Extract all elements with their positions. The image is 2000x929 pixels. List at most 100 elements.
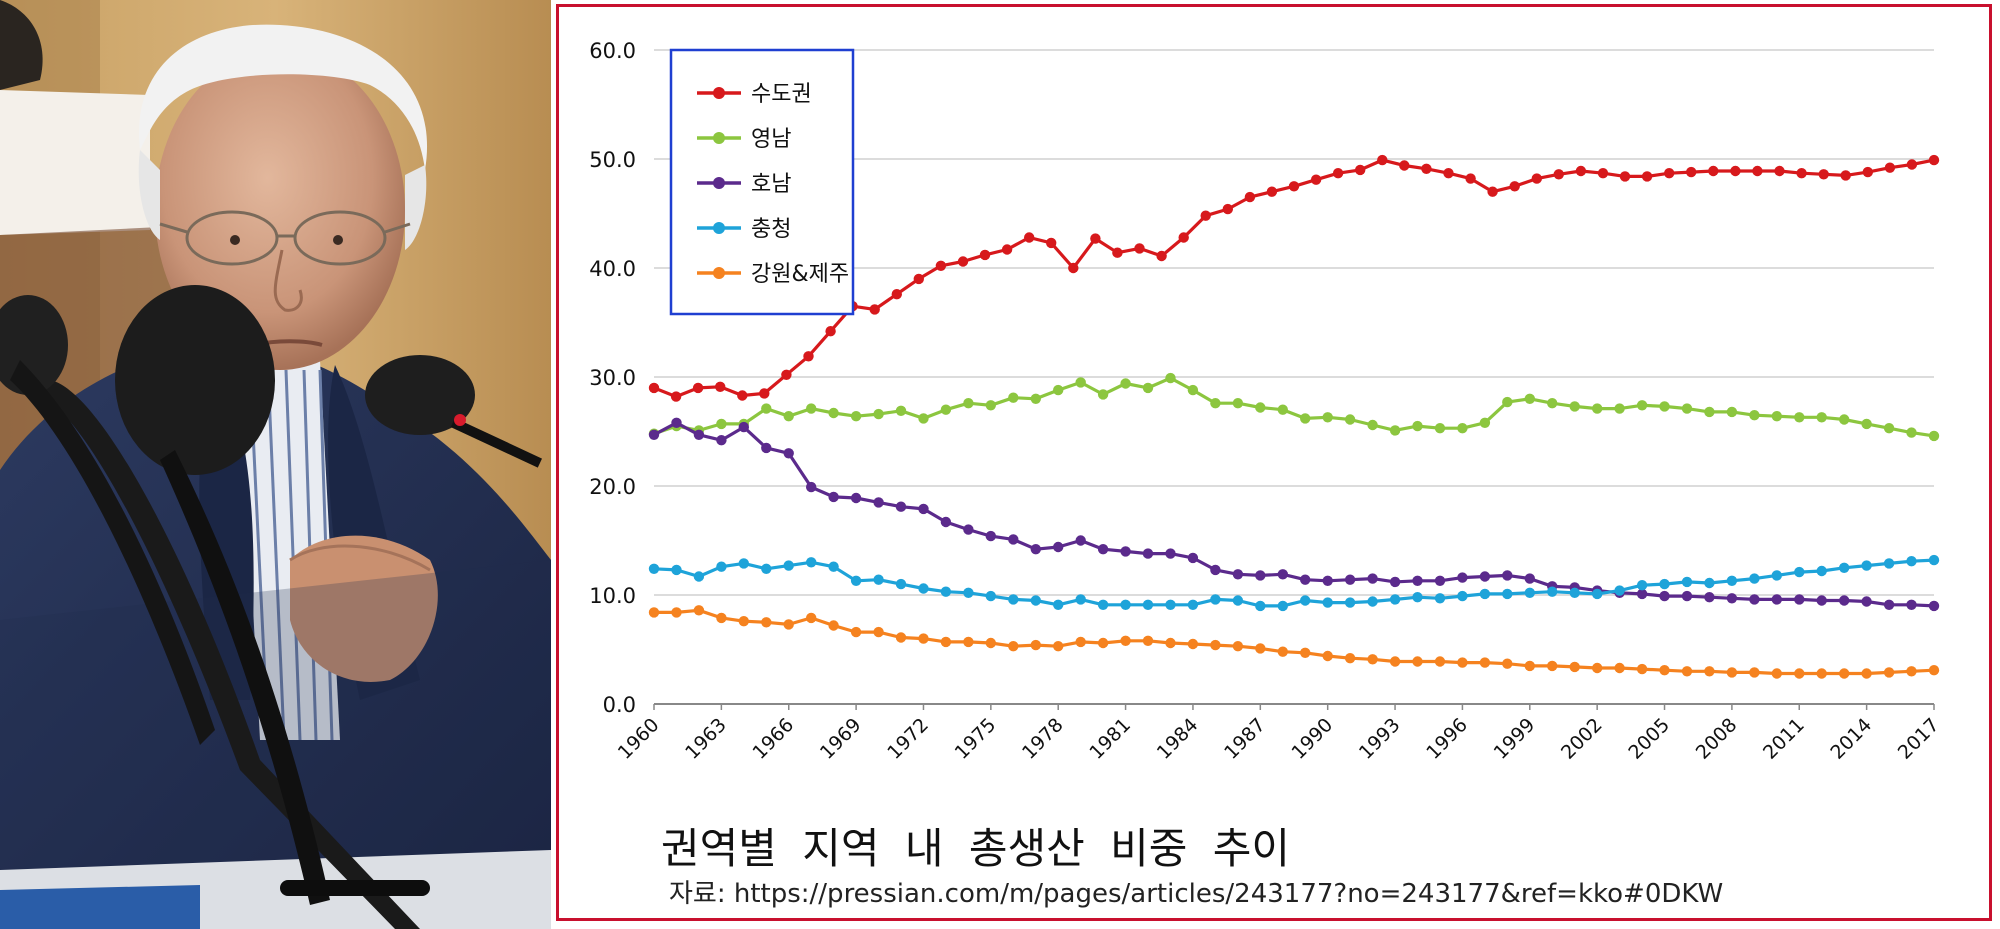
legend-swatch-marker bbox=[713, 132, 725, 144]
data-point bbox=[1906, 159, 1918, 170]
series-영남 bbox=[648, 372, 1940, 442]
data-point bbox=[1862, 166, 1874, 178]
data-point bbox=[1255, 402, 1266, 413]
data-point bbox=[1120, 599, 1131, 610]
data-point bbox=[850, 492, 862, 504]
data-point bbox=[1839, 562, 1850, 573]
data-point bbox=[1300, 595, 1311, 606]
data-point bbox=[1457, 572, 1468, 583]
data-point bbox=[1524, 573, 1535, 584]
data-point bbox=[1344, 653, 1356, 664]
data-point bbox=[1367, 596, 1378, 607]
x-tick-label: 1996 bbox=[1422, 714, 1472, 764]
data-point bbox=[873, 626, 884, 638]
x-tick-label: 1984 bbox=[1153, 714, 1203, 764]
data-point bbox=[1708, 165, 1719, 177]
data-point bbox=[1232, 398, 1244, 409]
data-point bbox=[1547, 398, 1558, 409]
data-point bbox=[985, 530, 996, 542]
data-point bbox=[1332, 168, 1344, 179]
data-point bbox=[1288, 181, 1300, 192]
data-point bbox=[1389, 656, 1401, 667]
data-point bbox=[1008, 594, 1019, 605]
grid-lines bbox=[654, 49, 1934, 705]
data-point bbox=[1479, 588, 1491, 600]
data-point bbox=[1861, 668, 1872, 679]
line-chart: 0.0 10.0 20.0 30.0 40.0 50.0 60.0 1960 1963 1966… bbox=[589, 39, 1944, 764]
data-point bbox=[1614, 585, 1625, 596]
data-point bbox=[1636, 580, 1648, 591]
x-tick-label: 2014 bbox=[1826, 714, 1876, 764]
data-point bbox=[1399, 160, 1410, 171]
data-point bbox=[1255, 643, 1266, 654]
data-point bbox=[963, 636, 974, 648]
data-point bbox=[1906, 427, 1917, 438]
data-point bbox=[1457, 657, 1468, 668]
x-tick-label: 1960 bbox=[614, 714, 664, 764]
data-point bbox=[806, 481, 817, 493]
data-point bbox=[1906, 599, 1917, 610]
data-point bbox=[1704, 577, 1715, 589]
x-tick-label: 1978 bbox=[1018, 714, 1068, 764]
person-at-microphone-photo bbox=[0, 0, 551, 929]
data-point bbox=[1659, 578, 1670, 590]
data-point bbox=[1659, 401, 1670, 412]
data-point bbox=[1771, 594, 1783, 605]
data-point bbox=[1614, 403, 1625, 414]
data-point bbox=[1210, 398, 1221, 409]
legend-label: 영남 bbox=[751, 127, 791, 152]
data-point bbox=[979, 249, 991, 261]
data-point bbox=[1165, 599, 1176, 610]
data-point bbox=[1479, 571, 1491, 582]
data-point bbox=[1300, 413, 1311, 424]
series-line bbox=[654, 608, 1935, 676]
data-point bbox=[1928, 430, 1940, 442]
data-point bbox=[1255, 600, 1266, 612]
legend-item: 영남 bbox=[697, 127, 791, 152]
data-point bbox=[1053, 599, 1064, 610]
data-point bbox=[1008, 641, 1019, 652]
data-point bbox=[1502, 396, 1513, 408]
data-point bbox=[1457, 423, 1468, 434]
data-point bbox=[828, 561, 839, 572]
data-point bbox=[1524, 393, 1535, 404]
data-point bbox=[1030, 544, 1041, 555]
data-point bbox=[1928, 600, 1940, 612]
data-point bbox=[738, 558, 749, 569]
data-point bbox=[1597, 168, 1609, 179]
data-point bbox=[850, 626, 862, 638]
data-point bbox=[891, 289, 902, 300]
data-point bbox=[738, 616, 749, 627]
data-point bbox=[1165, 372, 1176, 384]
data-point bbox=[1636, 588, 1648, 600]
data-point bbox=[1883, 423, 1895, 434]
data-point bbox=[1389, 425, 1401, 436]
data-point bbox=[1861, 560, 1872, 571]
data-point bbox=[873, 574, 884, 585]
data-point bbox=[1479, 417, 1491, 428]
data-point bbox=[1322, 412, 1333, 423]
chart-panel: 0.0 10.0 20.0 30.0 40.0 50.0 60.0 1960 1963 1966… bbox=[556, 4, 1992, 921]
data-point bbox=[850, 411, 862, 422]
data-point bbox=[671, 564, 682, 576]
data-point bbox=[1142, 548, 1154, 559]
data-point bbox=[1008, 534, 1019, 545]
x-axis-ticks: 1960 1963 1966 1969 1972 1975 1978 1981 1984 1987… bbox=[614, 704, 1944, 764]
data-point bbox=[716, 435, 727, 446]
data-point bbox=[761, 442, 772, 454]
data-point bbox=[1389, 576, 1401, 588]
data-point bbox=[1412, 420, 1423, 432]
series-충청 bbox=[648, 554, 1940, 612]
series-lines bbox=[648, 154, 1940, 679]
data-point bbox=[806, 612, 817, 624]
data-point bbox=[850, 575, 862, 586]
data-point bbox=[1412, 656, 1423, 667]
data-point bbox=[1310, 174, 1322, 185]
data-point bbox=[1210, 639, 1221, 651]
x-tick-label: 1987 bbox=[1220, 714, 1270, 764]
data-point bbox=[1861, 418, 1872, 430]
data-point bbox=[671, 417, 682, 428]
data-point bbox=[716, 561, 727, 572]
data-point bbox=[1097, 389, 1109, 400]
